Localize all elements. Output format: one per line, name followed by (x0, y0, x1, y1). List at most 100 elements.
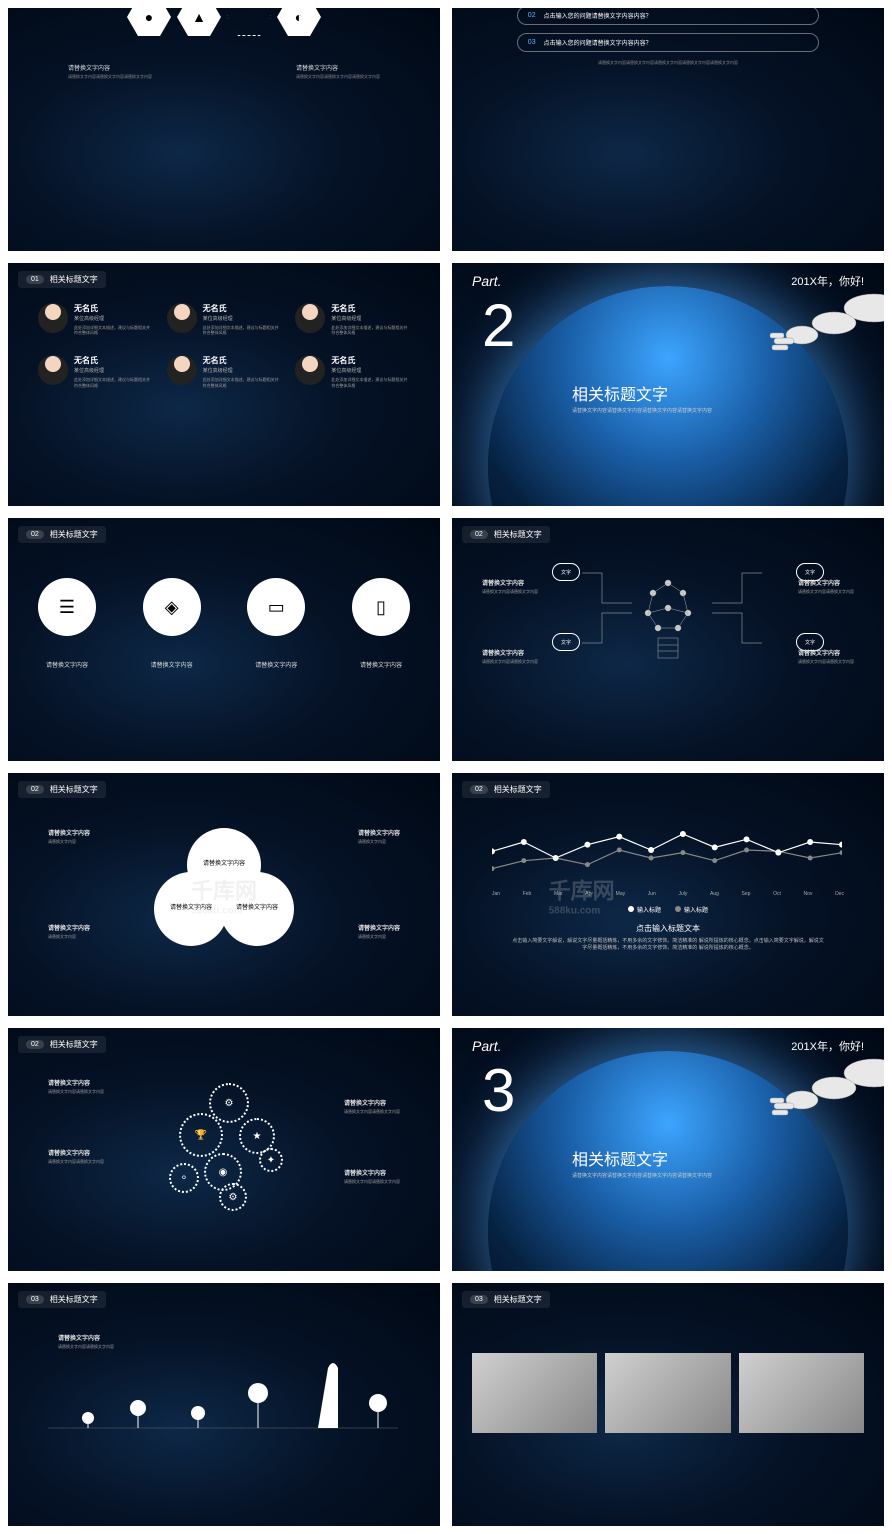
person-name: 无名氏 (203, 303, 282, 314)
hex-3 (227, 8, 271, 36)
slide-bulb: 02 相关标题文字 文字 文字 文字 文字 (452, 518, 884, 761)
q-bottom: 请替换文字内容请替换文字内容请替换文字内容请替换文字内容请替换文字内容 (452, 60, 884, 66)
icons-row: ☰请替换文字内容◈请替换文字内容▭请替换文字内容▯请替换文字内容 (38, 578, 410, 669)
slide-team: 01 相关标题文字 无名氏某位高级经理此处添加详细文本描述，建议与标题相关并符合… (8, 263, 440, 506)
circle-icon: ▭ (247, 578, 305, 636)
person-sub: 某位高级经理 (331, 367, 410, 374)
part-number: 2 (482, 291, 515, 360)
hex-2: ▲ (177, 8, 221, 36)
robot-arm-icon (764, 283, 884, 363)
venn-lbl-tr: 请替换文字内容请替换文字内容 (358, 828, 400, 844)
q-num-icon: 02 (528, 12, 536, 19)
venn-lbl-tl: 请替换文字内容请替换文字内容 (48, 828, 90, 844)
icon-label: 请替换文字内容 (151, 660, 193, 669)
person-card: 无名氏某位高级经理此处添加详细文本描述，建议与标题相关并符合整体风格 (38, 355, 153, 387)
person-desc: 此处添加详细文本描述，建议与标题相关并符合整体风格 (203, 377, 282, 387)
slide-line-chart: 02 相关标题文字 JanFebMarAprMayJunJulyAugSepOc… (452, 773, 884, 1016)
person-card: 无名氏某位高级经理此处添加详细文本描述，建议与标题相关并符合整体风格 (167, 303, 282, 335)
month-label: Apr (585, 891, 593, 897)
slide-badge: 02 相关标题文字 (18, 526, 106, 543)
person-name: 无名氏 (203, 355, 282, 366)
bulb-lbl-br: 请替换文字内容请替换文字内容请替换文字内容 (798, 648, 854, 664)
month-label: Nov (804, 891, 813, 897)
venn-left: 请替换文字内容 (154, 872, 228, 946)
icon-column: ◈ 请替换文字内容 (143, 578, 201, 669)
slide-part-2: Part. 201X年，你好! 2 相关标题文字 请替换文字内容请替换文字内容请… (452, 263, 884, 506)
month-label: Oct (773, 891, 781, 897)
circle-icon: ▯ (352, 578, 410, 636)
avatar (295, 303, 325, 333)
person-sub: 某位高级经理 (203, 367, 282, 374)
legend-dot-1 (628, 906, 634, 912)
chart-legend: 输入标题 输入标题 (452, 905, 884, 914)
part-number: 3 (482, 1056, 515, 1125)
bulb-lbl-tr: 请替换文字内容请替换文字内容请替换文字内容 (798, 578, 854, 594)
slide-badge: 02 相关标题文字 (18, 781, 106, 798)
gear-lbl-1: 请替换文字内容请替换文字内容请替换文字内容 (48, 1078, 104, 1094)
icon-column: ▭请替换文字内容 (247, 578, 305, 669)
photo-3 (739, 1353, 864, 1433)
part-year: 201X年，你好! (791, 1038, 864, 1054)
circle-icon: ◈ (143, 578, 201, 636)
hex-label-right: 请替换文字内容 请替换文字内容请替换文字内容请替换文字内容 (296, 63, 380, 80)
part-year: 201X年，你好! (791, 273, 864, 289)
hex-label-left: 请替换文字内容 请替换文字内容请替换文字内容请替换文字内容 (68, 63, 152, 80)
person-sub: 某位高级经理 (74, 315, 153, 322)
line-chart (492, 818, 842, 898)
circle-icon: ☰ (38, 578, 96, 636)
bulb-lbl-bl: 请替换文字内容请替换文字内容请替换文字内容 (482, 648, 538, 664)
slide-part-3: Part. 201X年，你好! 3 相关标题文字 请替换文字内容请替换文字内容请… (452, 1028, 884, 1271)
month-label: May (616, 891, 625, 897)
avatar (38, 355, 68, 385)
people-grid: 无名氏某位高级经理此处添加详细文本描述，建议与标题相关并符合整体风格无名氏某位高… (38, 303, 410, 388)
gear-icon: ⚬ (169, 1163, 199, 1193)
gear-lbl-2: 请替换文字内容请替换文字内容请替换文字内容 (48, 1148, 104, 1164)
part-desc: 请替换文字内容请替换文字内容请替换文字内容请替换文字内容 (572, 408, 712, 415)
person-desc: 此处添加详细文本描述，建议与标题相关并符合整体风格 (331, 325, 410, 335)
icon-column: ☰ 请替换文字内容 (38, 578, 96, 669)
legend-dot-2 (675, 906, 681, 912)
icon-label: 请替换文字内容 (46, 660, 88, 669)
part-desc: 请替换文字内容请替换文字内容请替换文字内容请替换文字内容 (572, 1173, 712, 1180)
month-label: Aug (710, 891, 719, 897)
avatar (167, 303, 197, 333)
slide-photos: 03 相关标题文字 (452, 1283, 884, 1526)
bump-label: 请替换文字内容 请替换文字内容请替换文字内容 (58, 1333, 114, 1349)
person-name: 无名氏 (74, 303, 153, 314)
gear-lbl-4: 请替换文字内容请替换文字内容请替换文字内容 (344, 1168, 400, 1184)
slide-badge: 01 相关标题文字 (18, 271, 106, 288)
gear-icon: ✦ (259, 1148, 283, 1172)
part-title: 相关标题文字 (572, 381, 668, 405)
person-name: 无名氏 (74, 355, 153, 366)
month-label: Dec (835, 891, 844, 897)
person-name: 无名氏 (331, 355, 410, 366)
question-3: 03 点击输入您的问题请替换文字内容内容？ (517, 33, 819, 52)
month-label: Sep (742, 891, 751, 897)
slide-hexagons: ● ▲ ◐ 请替换文字内容 请替换文字内容请替换文字内容请替换文字内容 请替换文… (8, 8, 440, 251)
question-2: 02 点击输入您的问题请替换文字内容内容？ (517, 8, 819, 25)
part-label: Part. (472, 1038, 502, 1054)
part-title: 相关标题文字 (572, 1146, 668, 1170)
slide-icons: 02 相关标题文字 ☰请替换文字内容◈请替换文字内容▭请替换文字内容▯请替换文字… (8, 518, 440, 761)
gear-lbl-3: 请替换文字内容请替换文字内容请替换文字内容 (344, 1098, 400, 1114)
hex-row: ● ▲ ◐ (127, 8, 321, 36)
photo-row (472, 1353, 864, 1433)
person-desc: 此处添加详细文本描述，建议与标题相关并符合整体风格 (203, 325, 282, 335)
connector-lines (452, 548, 884, 698)
person-sub: 某位高级经理 (74, 367, 153, 374)
slide-venn: 02 相关标题文字 请替换文字内容 请替换文字内容 请替换文字内容 请替换文字内… (8, 773, 440, 1016)
month-label: Jun (648, 891, 656, 897)
gear-icon: ⚙ (219, 1183, 247, 1211)
venn-diagram: 请替换文字内容 请替换文字内容 请替换文字内容 (154, 828, 294, 968)
person-card: 无名氏某位高级经理此处添加详细文本描述，建议与标题相关并符合整体风格 (295, 303, 410, 335)
hex-1: ● (127, 8, 171, 36)
months-axis: JanFebMarAprMayJunJulyAugSepOctNovDec (492, 891, 844, 897)
gear-icon: ⚙ (209, 1083, 249, 1123)
person-card: 无名氏某位高级经理此处添加详细文本描述，建议与标题相关并符合整体风格 (167, 355, 282, 387)
photo-2 (605, 1353, 730, 1433)
chart-title: 点击输入标题文本 (452, 923, 884, 934)
photo-1 (472, 1353, 597, 1433)
slide-gears: 02 相关标题文字 ⚙ 🏆 ★ ◉ ⚬ ⚙ ✦ 请替换文字内容请替换文字内容请替… (8, 1028, 440, 1271)
robot-arm-icon (764, 1048, 884, 1128)
bulb-lbl-tl: 请替换文字内容请替换文字内容请替换文字内容 (482, 578, 538, 594)
